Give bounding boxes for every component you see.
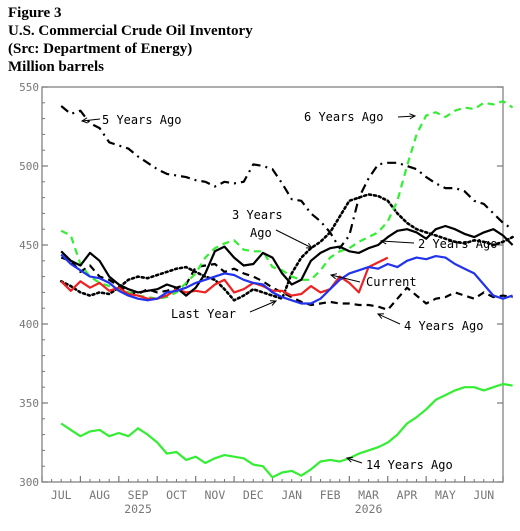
figure-number: Figure 3 bbox=[8, 5, 62, 21]
series-line-5-years-ago bbox=[60, 105, 514, 250]
axes-layer: 300 350 400 450 500 550 JUL AUG SEP OCT NOV DEC JAN F… bbox=[19, 81, 504, 516]
series-label: 14 Years Ago bbox=[366, 458, 453, 472]
series-label: 6 Years Ago bbox=[304, 110, 383, 124]
series-line-14-years-ago bbox=[60, 382, 513, 479]
x-month-label: FEB bbox=[320, 488, 341, 502]
label-arrowhead bbox=[409, 113, 417, 120]
x-month-label: JUN bbox=[473, 488, 494, 502]
series-label: Last Year bbox=[171, 307, 236, 321]
chart-title: U.S. Commercial Crude Oil Inventory bbox=[8, 23, 253, 39]
series-line-6-years-ago bbox=[60, 100, 514, 300]
label-arrowhead bbox=[376, 313, 385, 319]
chart-source: (Src: Department of Energy) bbox=[8, 41, 193, 57]
x-month-label: AUG bbox=[89, 488, 110, 502]
x-month-label: JAN bbox=[281, 488, 302, 502]
x-month-label: MAR bbox=[358, 488, 379, 502]
label-arrowhead bbox=[379, 238, 387, 245]
label-arrowhead bbox=[80, 117, 88, 124]
label-arrow bbox=[249, 300, 277, 313]
x-month-label: SEP bbox=[128, 488, 149, 502]
label-arrow bbox=[397, 115, 416, 118]
series-label: 3 Years bbox=[232, 208, 283, 222]
label-arrow bbox=[330, 274, 361, 283]
label-arrow bbox=[81, 118, 101, 122]
y-tick-label: 300 bbox=[19, 476, 39, 489]
y-tick-label: 500 bbox=[19, 160, 39, 173]
y-tick-label: 350 bbox=[19, 397, 39, 410]
y-tick-label: 400 bbox=[19, 318, 39, 331]
chart-title-block: Figure 3 U.S. Commercial Crude Oil Inven… bbox=[8, 4, 253, 76]
chart-units: Million barrels bbox=[8, 59, 104, 75]
x-month-label: JUL bbox=[51, 488, 72, 502]
series-line-2-years-ago bbox=[60, 224, 514, 297]
series-label: Current bbox=[366, 275, 417, 289]
label-arrow bbox=[377, 313, 401, 325]
x-year-label: 2026 bbox=[355, 502, 383, 516]
x-month-label: NOV bbox=[204, 488, 225, 502]
y-tick-label: 550 bbox=[19, 81, 39, 94]
label-arrowhead bbox=[345, 456, 354, 463]
series-label: 5 Years Ago bbox=[102, 113, 181, 127]
label-arrowhead bbox=[329, 273, 337, 280]
y-tick-label: 450 bbox=[19, 239, 39, 252]
label-arrowhead bbox=[269, 300, 278, 306]
x-month-label: APR bbox=[397, 488, 418, 502]
series-line-3-years-ago bbox=[59, 193, 514, 302]
series-layer bbox=[59, 100, 514, 479]
x-month-label: MAY bbox=[435, 488, 456, 502]
label-arrowhead bbox=[305, 242, 314, 249]
series-label: Ago bbox=[250, 226, 272, 240]
series-label: 4 Years Ago bbox=[404, 319, 483, 333]
label-arrow bbox=[380, 240, 415, 244]
label-arrow bbox=[275, 229, 313, 249]
annotation-layer: 5 Years Ago 6 Years Ago 3 Years Ago 2 Years … bbox=[80, 110, 497, 472]
x-year-label: 2025 bbox=[124, 502, 152, 516]
series-line-current bbox=[60, 253, 513, 305]
series-label: 2 Years Ago bbox=[418, 237, 497, 251]
label-arrow bbox=[346, 457, 363, 464]
x-month-label: DEC bbox=[243, 488, 264, 502]
x-month-label: OCT bbox=[166, 488, 187, 502]
series-line-4-years-ago bbox=[60, 256, 513, 311]
